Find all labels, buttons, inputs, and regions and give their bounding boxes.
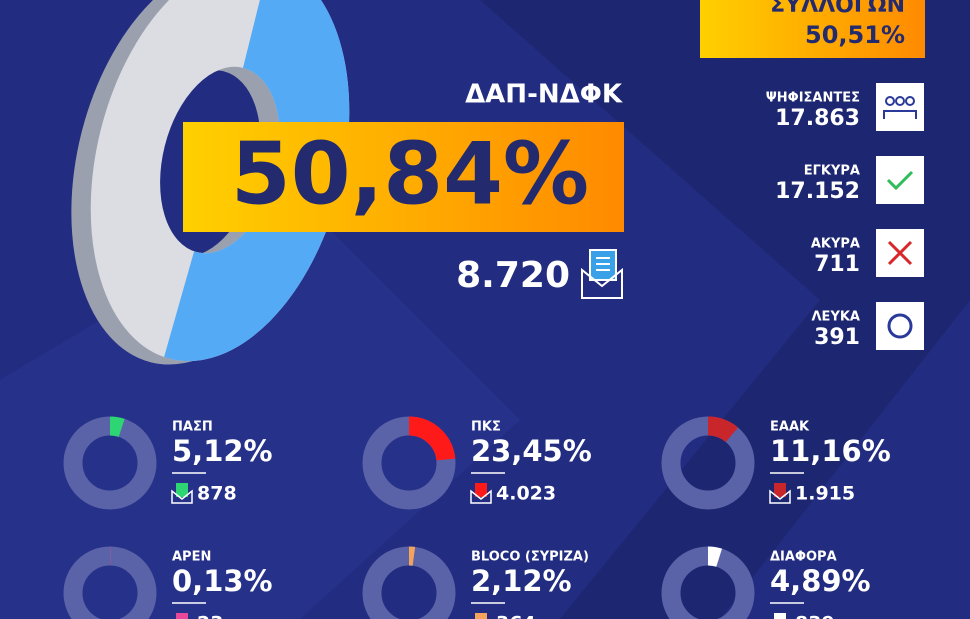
donut-share [63,416,157,510]
party-name: BLOCO (ΣΥΡΙΖΑ) [471,550,589,565]
winner-share: 50,84% [231,124,589,224]
stat-label: ΕΓΚΥΡΑ [804,164,860,179]
stat-value: 17.863 [775,106,860,131]
party-votes: 839 [795,613,835,619]
participation-box [700,0,925,58]
party-votes: 364 [496,613,536,619]
party-votes: 878 [197,483,237,505]
stat-label: ΨΗΦΙΣΑΝΤΕΣ [766,91,860,106]
vote-icon [171,489,193,504]
vote-icon [475,483,487,497]
party-name: ΑΡΕΝ [172,550,211,565]
vote-icon [176,613,188,619]
vote-icon [475,613,487,619]
vote-icon [774,613,786,619]
vote-icon [470,489,492,504]
party-votes: 1.915 [795,483,855,505]
party-share: 5,12% [172,434,273,468]
donut-share [362,546,456,619]
vote-icon [769,489,791,504]
party-share: 0,13% [172,564,273,598]
blank-icon [887,313,913,339]
vote-icon [774,483,786,497]
participation-value: 50,51% [805,21,905,49]
stat-value: 391 [814,325,860,350]
participation-label: ΣΥΛΛΟΓΩΝ [770,0,905,18]
people-icon [883,110,917,119]
stat-icon-box [876,83,924,131]
stat-value: 711 [814,252,860,277]
donut-share [661,546,755,619]
winner-box [183,122,624,232]
party-share: 23,45% [471,434,592,468]
party-votes: 23 [197,613,223,619]
people-icon [895,96,905,106]
people-icon [905,96,915,106]
stripe [480,0,970,619]
envelope-icon [581,249,623,299]
vote-icon [176,483,188,497]
party-name: ΔΙΑΦΟΡΑ [770,550,837,565]
party-name: ΠΚΣ [471,420,501,435]
stat-icon-box [876,302,924,350]
party-name: ΕΑΑΚ [770,420,810,435]
party-name: ΠΑΣΠ [172,420,213,435]
donut-share [661,416,755,510]
party-share: 2,12% [471,564,572,598]
donut-share [63,546,157,619]
cross-icon [887,240,913,266]
winner-name: ΔΑΠ-ΝΔΦΚ [465,80,623,110]
stat-label: ΑΚΥΡΑ [811,237,860,252]
donut-share [362,416,456,510]
check-icon [886,170,914,191]
stat-label: ΛΕΥΚΑ [812,310,861,325]
party-share: 11,16% [770,434,891,468]
party-share: 4,89% [770,564,871,598]
stat-icon-box [876,156,924,204]
winner-votes: 8.720 [456,255,570,296]
people-icon [885,96,895,106]
party-votes: 4.023 [496,483,556,505]
stat-value: 17.152 [775,179,860,204]
